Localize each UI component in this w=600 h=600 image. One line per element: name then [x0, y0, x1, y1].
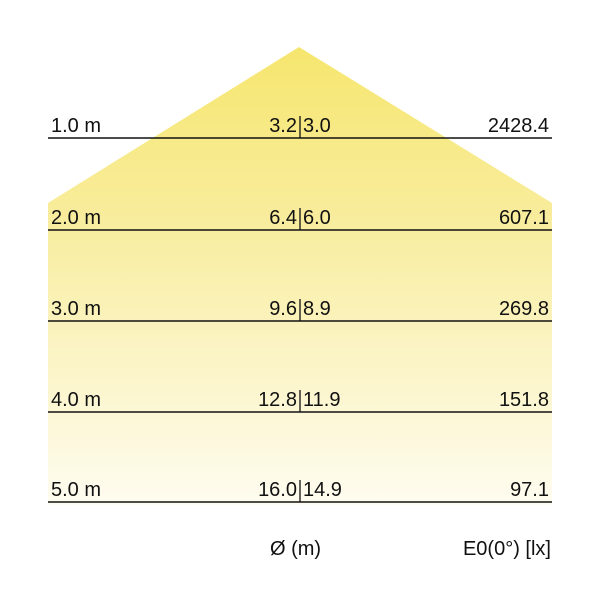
illuminance-value: 97.1: [510, 479, 549, 501]
distance-label: 1.0 m: [51, 115, 102, 137]
row-4m: 4.0 m 12.8 11.9 151.8: [48, 388, 552, 412]
diameter-column-label: Ø (m): [270, 538, 322, 560]
illuminance-value: 269.8: [498, 298, 549, 320]
illuminance-value: 151.8: [498, 389, 549, 411]
diameter-c90: 8.9: [303, 298, 331, 320]
diameter-c0: 9.6: [269, 298, 297, 320]
diameter-c0: 16.0: [258, 479, 297, 501]
distance-label: 4.0 m: [51, 389, 102, 411]
diameter-c0: 3.2: [269, 115, 297, 137]
diameter-c0: 12.8: [258, 389, 297, 411]
row-5m: 5.0 m 16.0 14.9 97.1: [48, 478, 552, 502]
diameter-c90: 14.9: [303, 479, 342, 501]
row-2m: 2.0 m 6.4 6.0 607.1: [48, 206, 552, 230]
distance-label: 3.0 m: [51, 298, 102, 320]
diameter-value: 6.4 6.0: [48, 206, 552, 230]
diameter-c90: 6.0: [303, 207, 331, 229]
illuminance-value: 607.1: [498, 207, 549, 229]
distance-label: 5.0 m: [51, 479, 102, 501]
diameter-c90: 11.9: [303, 389, 341, 411]
row-1m: 1.0 m 3.2 3.0 2428.4: [48, 114, 552, 138]
distance-label: 2.0 m: [51, 207, 102, 229]
row-3m: 3.0 m 9.6 8.9 269.8: [48, 297, 552, 321]
diameter-c90: 3.0: [303, 115, 331, 137]
diameter-value: 16.0 14.9: [48, 478, 552, 502]
illuminance-column-label: E0(0°) [lx]: [462, 538, 551, 560]
light-cone: [48, 47, 552, 505]
illuminance-value: 2428.4: [487, 115, 549, 137]
diameter-value: 12.8 11.9: [48, 388, 552, 412]
diameter-value: 3.2 3.0: [48, 114, 552, 138]
diameter-value: 9.6 8.9: [48, 297, 552, 321]
diameter-c0: 6.4: [269, 207, 297, 229]
